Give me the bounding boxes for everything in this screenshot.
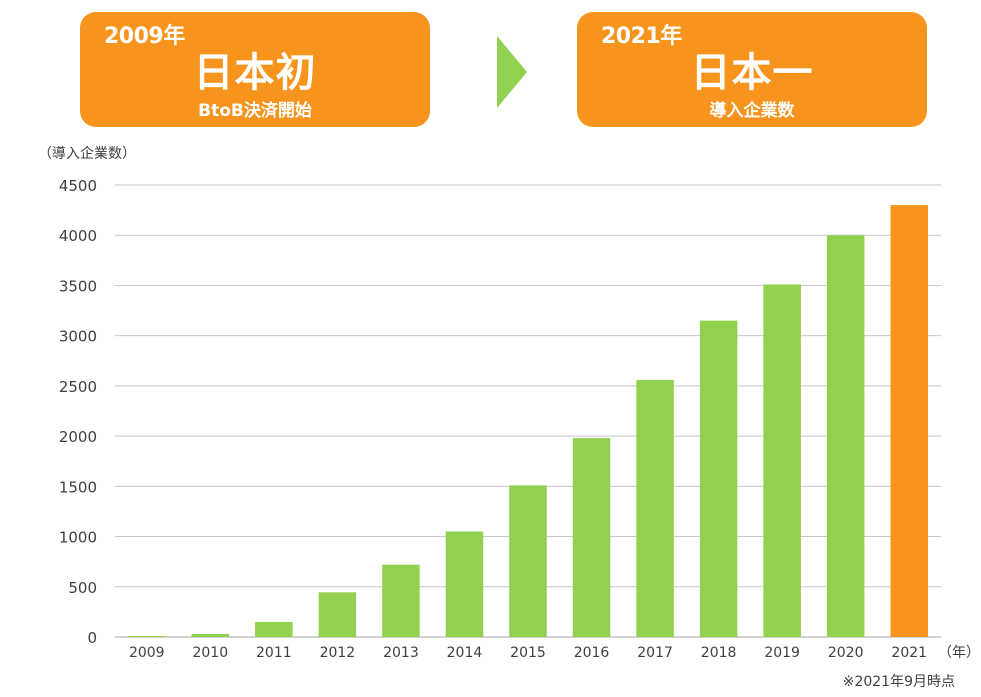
bar-2019 xyxy=(763,284,801,637)
x-tick-label: 2009 xyxy=(129,645,165,661)
x-tick-label: 2011 xyxy=(256,645,292,661)
y-tick-label: 3000 xyxy=(59,328,97,346)
bar-2010 xyxy=(191,633,230,637)
x-tick-label: 2019 xyxy=(764,645,800,661)
bar-2012 xyxy=(318,592,357,637)
bar-2020 xyxy=(826,235,865,637)
x-tick-label: 2012 xyxy=(320,645,356,661)
x-tick-label: 2010 xyxy=(192,645,228,661)
x-tick-label: 2021 xyxy=(891,645,927,661)
bar-2017 xyxy=(636,379,674,637)
bar-2009 xyxy=(128,635,166,637)
banner-first-in-japan: 2009年 日本初 BtoB決済開始 xyxy=(80,12,430,127)
x-tick-label: 2020 xyxy=(828,645,864,661)
banner-left-subtitle: BtoB決済開始 xyxy=(198,101,312,121)
x-tick-label: 2013 xyxy=(383,645,419,661)
bar-2021 xyxy=(890,205,928,638)
bar-2011 xyxy=(255,621,293,637)
banner-right-year: 2021年 xyxy=(601,24,682,49)
y-tick-labels: 0 500 1000 1500 2000 2500 3000 3500 4000 4500 xyxy=(59,177,97,647)
arrow-right-icon xyxy=(497,36,527,108)
bar-2018 xyxy=(699,320,738,637)
y-axis-label: （導入企業数） xyxy=(38,145,136,162)
bar-2015 xyxy=(509,485,547,637)
bar-2013 xyxy=(382,564,420,637)
x-tick-labels: 2009 2010 2011 2012 2013 2014 2015 2016 2017 2018… xyxy=(129,645,927,661)
bar-2016 xyxy=(572,438,611,637)
x-tick-label: 2015 xyxy=(510,645,546,661)
banner-left-year: 2009年 xyxy=(104,24,185,49)
bars xyxy=(128,205,928,638)
y-tick-label: 2000 xyxy=(59,428,97,446)
banner-right-subtitle: 導入企業数 xyxy=(709,101,795,121)
y-tick-label: 1000 xyxy=(59,529,97,547)
y-tick-label: 3500 xyxy=(59,277,97,295)
banner-right-title: 日本一 xyxy=(690,50,814,96)
x-axis-unit: （年） xyxy=(938,645,980,661)
y-tick-label: 1500 xyxy=(59,478,97,496)
y-tick-label: 500 xyxy=(68,579,97,597)
x-tick-label: 2017 xyxy=(637,645,673,661)
banner-left-title: 日本初 xyxy=(193,50,317,96)
x-tick-label: 2014 xyxy=(447,645,483,661)
y-tick-label: 4500 xyxy=(59,177,97,195)
x-tick-label: 2018 xyxy=(701,645,737,661)
y-tick-label: 2500 xyxy=(59,378,97,396)
x-tick-label: 2016 xyxy=(574,645,610,661)
y-tick-label: 4000 xyxy=(59,227,97,245)
y-tick-label: 0 xyxy=(87,629,97,647)
footnote: ※2021年9月時点 xyxy=(843,674,955,690)
banner-number-one-in-japan: 2021年 日本一 導入企業数 xyxy=(577,12,927,127)
bar-2014 xyxy=(445,531,484,637)
